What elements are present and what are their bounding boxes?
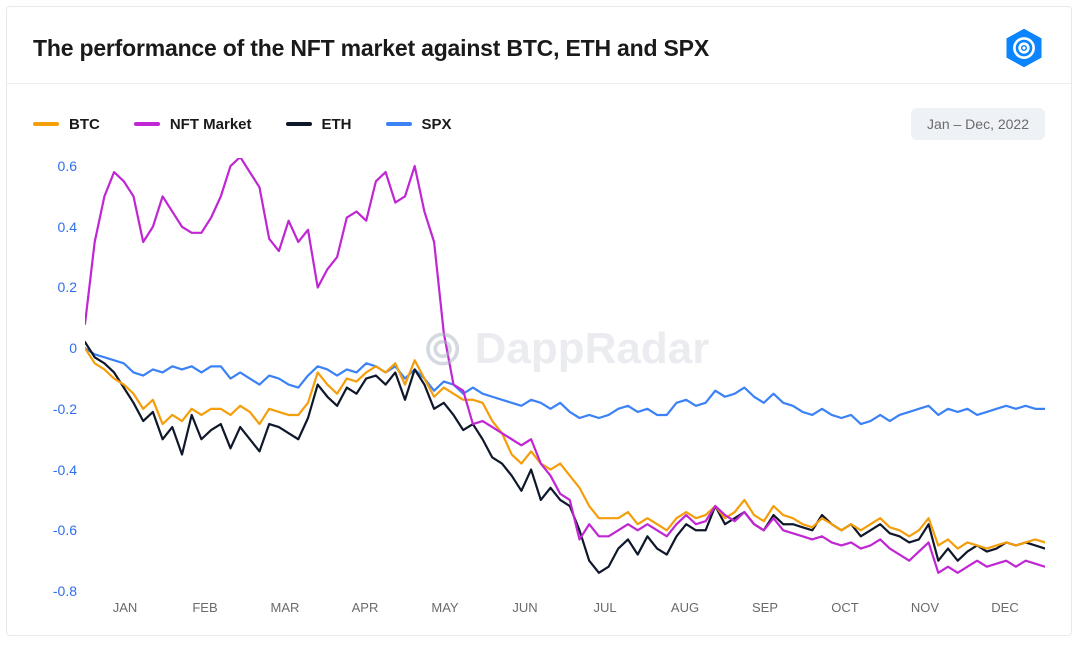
chart-title: The performance of the NFT market agains…	[33, 35, 709, 62]
x-tick-label: FEB	[192, 600, 217, 615]
y-tick-label: -0.6	[33, 522, 77, 538]
legend-label: SPX	[422, 116, 452, 133]
x-tick-label: MAY	[431, 600, 458, 615]
x-tick-label: APR	[352, 600, 379, 615]
swatch-eth	[286, 122, 312, 126]
legend-label: ETH	[322, 116, 352, 133]
series-spx	[85, 348, 1045, 424]
legend-item-btc[interactable]: BTC	[33, 116, 100, 133]
legend-item-spx[interactable]: SPX	[386, 116, 452, 133]
y-tick-label: 0	[33, 340, 77, 356]
x-tick-label: JAN	[113, 600, 138, 615]
y-axis: 0.60.40.20-0.2-0.4-0.6-0.8	[33, 158, 77, 591]
legend-label: NFT Market	[170, 116, 252, 133]
legend-row: BTC NFT Market ETH SPX Jan – Dec, 2022	[7, 84, 1071, 140]
x-tick-label: OCT	[831, 600, 858, 615]
line-series-svg	[85, 158, 1045, 591]
x-tick-label: NOV	[911, 600, 939, 615]
x-tick-label: SEP	[752, 600, 778, 615]
legend-item-eth[interactable]: ETH	[286, 116, 352, 133]
swatch-spx	[386, 122, 412, 126]
x-tick-label: MAR	[271, 600, 300, 615]
x-tick-label: AUG	[671, 600, 699, 615]
plot-area: DappRadar	[85, 158, 1045, 591]
chart-card: The performance of the NFT market agains…	[6, 6, 1072, 636]
y-tick-label: 0.6	[33, 158, 77, 174]
series-nft	[85, 158, 1045, 573]
header: The performance of the NFT market agains…	[7, 7, 1071, 84]
y-tick-label: -0.8	[33, 583, 77, 599]
swatch-btc	[33, 122, 59, 126]
legend-label: BTC	[69, 116, 100, 133]
y-tick-label: 0.2	[33, 279, 77, 295]
dappradar-logo-icon	[1003, 27, 1045, 69]
x-tick-label: DEC	[991, 600, 1018, 615]
date-range-badge: Jan – Dec, 2022	[911, 108, 1045, 140]
legend-item-nft[interactable]: NFT Market	[134, 116, 252, 133]
plot: 0.6 0.4 0.2 0 -0.2 -0.4 -0.6 -0.8 DappRadar JAN…	[33, 158, 1045, 615]
y-tick-label: 0.4	[33, 219, 77, 235]
x-axis: JAN FEB MAR APR MAY JUN JUL AUG SEP OCT NOV DEC	[85, 595, 1045, 615]
y-tick-label: -0.4	[33, 462, 77, 478]
x-tick-label: JUL	[593, 600, 616, 615]
swatch-nft	[134, 122, 160, 126]
y-tick-label: -0.2	[33, 401, 77, 417]
legend: BTC NFT Market ETH SPX	[33, 116, 452, 133]
x-tick-label: JUN	[512, 600, 537, 615]
